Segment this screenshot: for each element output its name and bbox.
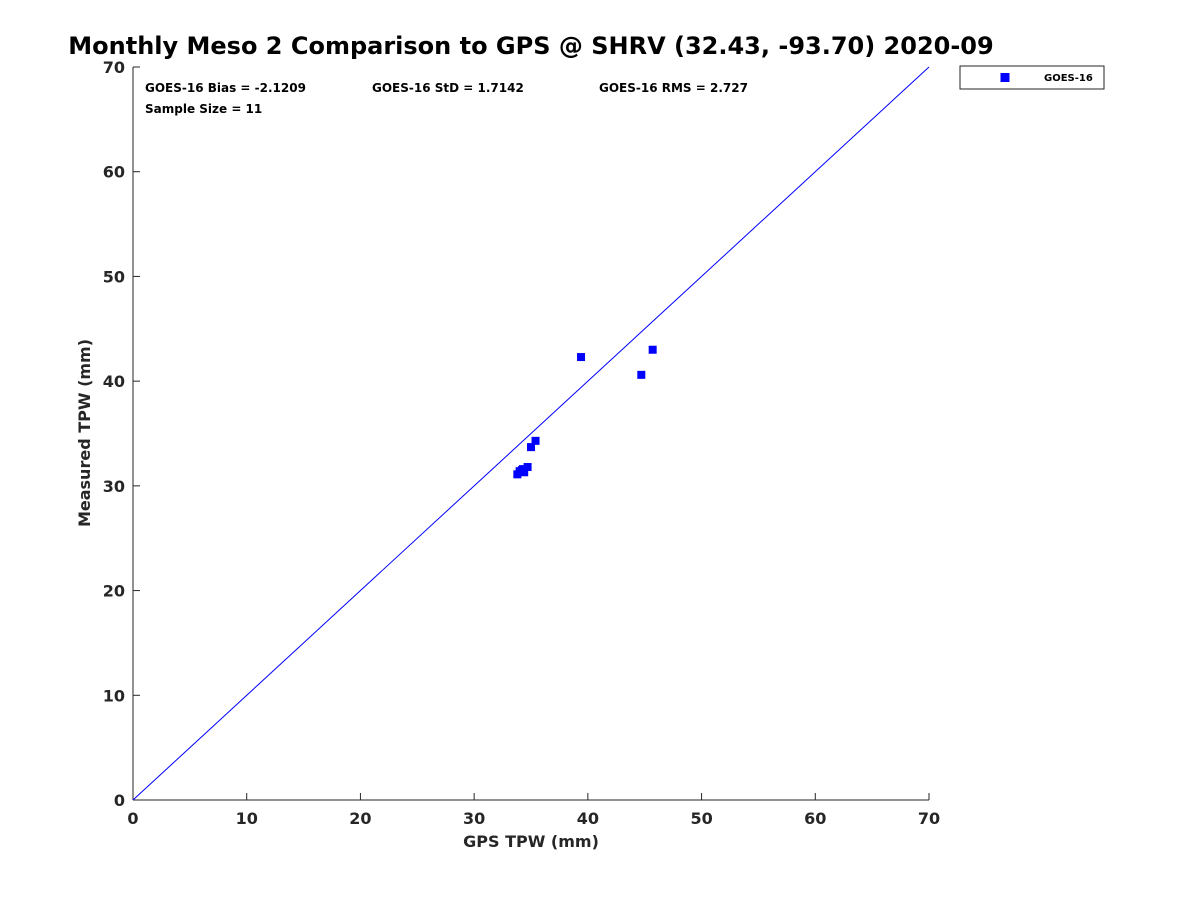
y-tick-label: 10 <box>103 686 125 705</box>
y-tick-label: 70 <box>103 58 125 77</box>
data-point <box>648 345 657 354</box>
data-point <box>527 443 535 452</box>
bias-stat: GOES-16 Bias = -2.1209 <box>145 81 306 95</box>
y-tick-label: 20 <box>103 582 125 601</box>
x-tick-label: 0 <box>127 809 138 828</box>
x-axis-ticks: 0 10 20 30 40 50 60 70 <box>127 793 940 828</box>
chart-title: Monthly Meso 2 Comparison to GPS @ SHRV … <box>68 32 993 60</box>
y-tick-label: 30 <box>103 477 125 496</box>
y-tick-label: 0 <box>114 791 125 810</box>
x-tick-label: 50 <box>690 809 712 828</box>
x-tick-label: 30 <box>463 809 485 828</box>
plot-area: 0 10 20 30 40 50 60 70 0 10 20 30 40 50 60 70 <box>103 58 940 828</box>
y-tick-label: 60 <box>103 163 125 182</box>
y-tick-label: 50 <box>103 267 125 286</box>
x-tick-label: 20 <box>349 809 371 828</box>
legend-box <box>959 65 1105 90</box>
legend-marker <box>1000 73 1010 82</box>
legend-label-goes-16: GOES-16 <box>1044 73 1093 84</box>
data-point <box>637 370 646 379</box>
data-points <box>513 345 657 479</box>
y-tick-label: 40 <box>103 372 125 391</box>
one-to-one-line <box>132 66 930 801</box>
y-axis-label: Measured TPW (mm) <box>75 339 94 527</box>
legend: GOES-16 <box>959 65 1105 90</box>
x-tick-label: 70 <box>918 809 940 828</box>
y-axis-ticks: 0 10 20 30 40 50 60 70 <box>103 58 140 810</box>
data-point <box>577 353 586 362</box>
rms-stat: GOES-16 RMS = 2.727 <box>599 81 748 95</box>
data-point <box>531 436 540 445</box>
x-tick-label: 60 <box>804 809 826 828</box>
x-tick-label: 10 <box>236 809 258 828</box>
std-stat: GOES-16 StD = 1.7142 <box>372 81 524 95</box>
data-point <box>523 463 532 472</box>
data-point <box>519 465 528 474</box>
sample-size-stat: Sample Size = 11 <box>145 102 262 116</box>
x-tick-label: 40 <box>577 809 599 828</box>
x-axis-label: GPS TPW (mm) <box>463 832 599 851</box>
